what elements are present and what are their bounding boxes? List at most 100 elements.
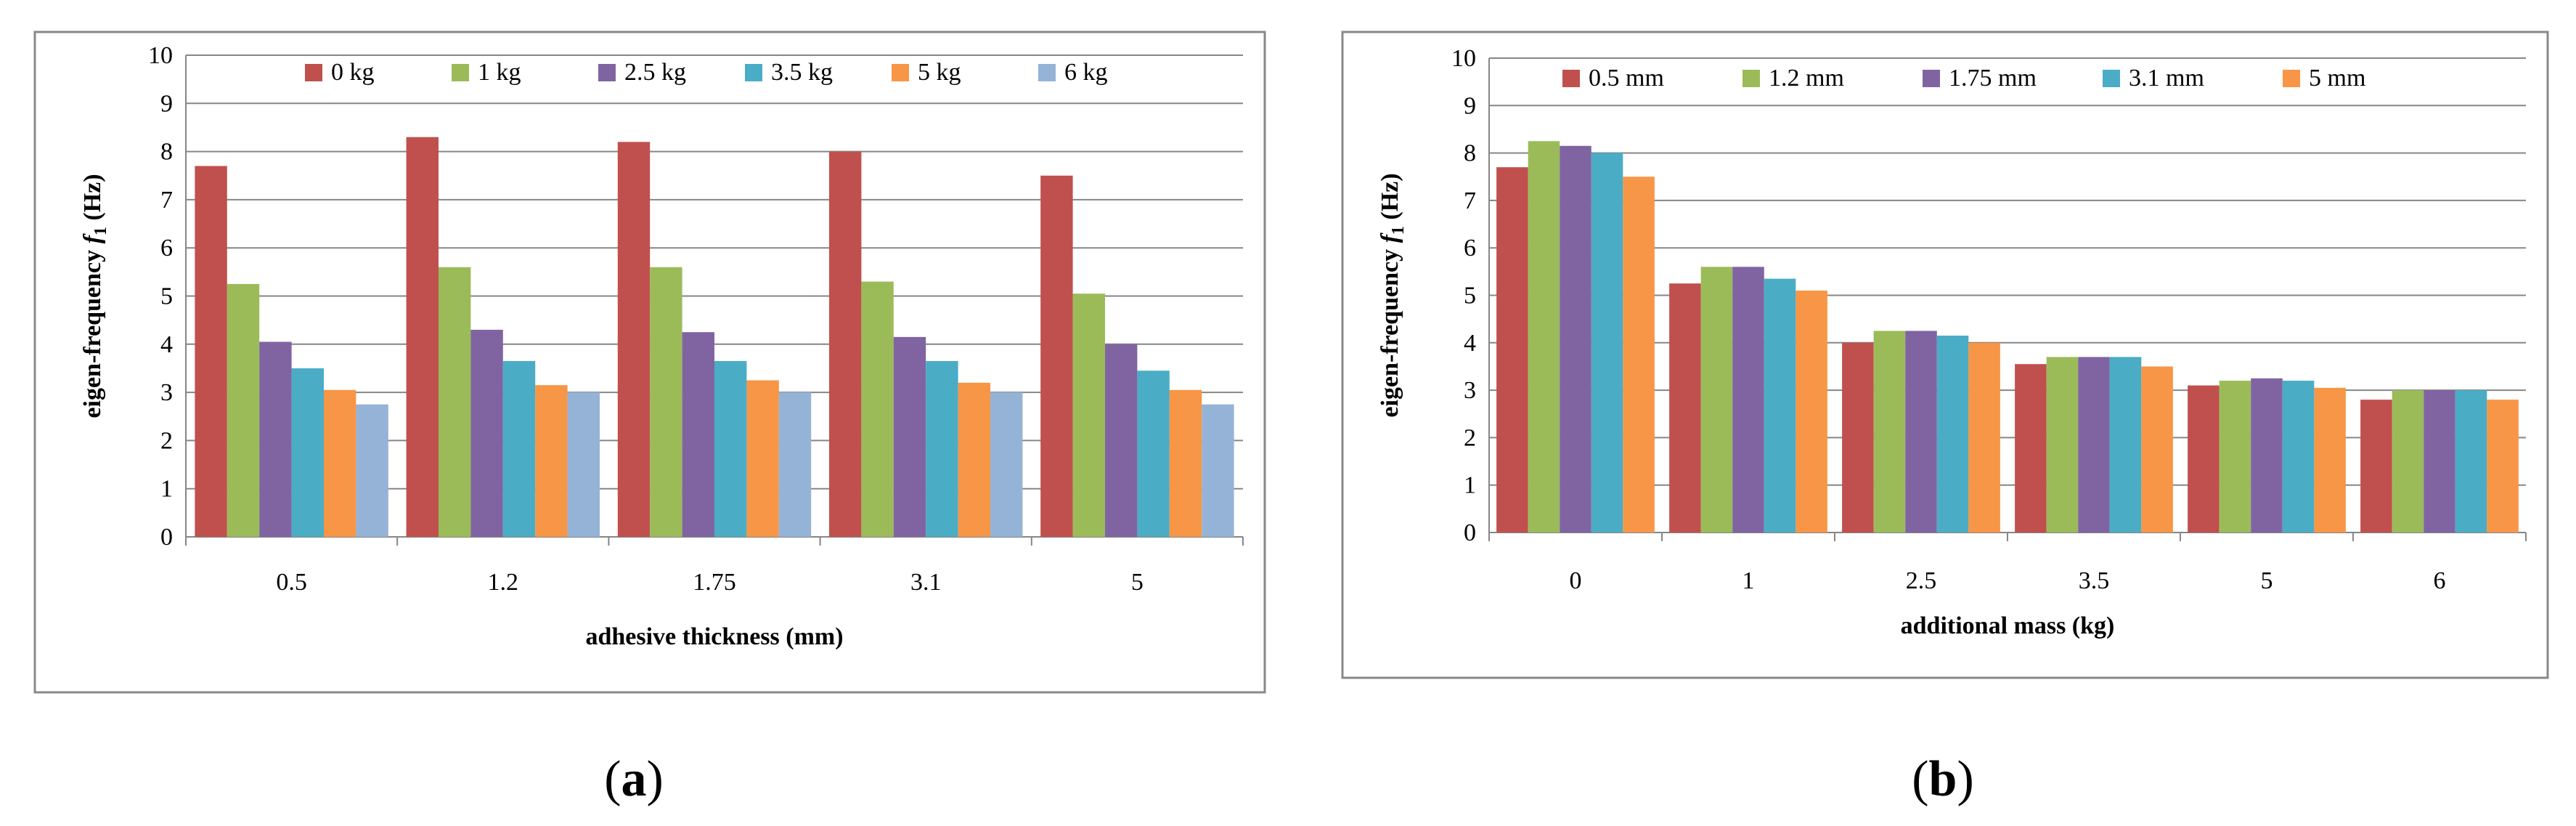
bar xyxy=(828,151,862,538)
bar xyxy=(2314,387,2346,533)
bar xyxy=(1072,293,1105,537)
y-axis-title: eigen-frequency f1 (Hz) xyxy=(1377,173,1408,417)
bar xyxy=(2392,390,2424,533)
bar xyxy=(1169,389,1202,537)
bar xyxy=(2141,366,2173,533)
bar xyxy=(778,392,812,537)
legend-label: 1.2 mm xyxy=(1769,65,1844,92)
legend-swatch xyxy=(1562,70,1580,87)
y-axis-title-sub: 1 xyxy=(91,227,110,235)
legend-label: 3.5 kg xyxy=(771,59,833,86)
bar xyxy=(650,267,682,537)
y-tick-label: 10 xyxy=(1451,45,1476,72)
bar xyxy=(195,166,227,538)
y-axis-title: eigen-frequency f1 (Hz) xyxy=(79,174,110,418)
bar xyxy=(1591,153,1623,533)
legend-swatch xyxy=(452,64,469,81)
bar xyxy=(2109,357,2142,533)
y-tick-label: 3 xyxy=(1464,377,1476,404)
bar xyxy=(406,137,439,537)
legend-label: 3.1 mm xyxy=(2129,65,2204,92)
y-tick-label: 4 xyxy=(1464,330,1476,357)
bar xyxy=(1732,267,1764,533)
x-axis-title: additional mass (kg) xyxy=(1901,612,2115,639)
bar xyxy=(2455,390,2487,533)
bar xyxy=(1623,177,1655,533)
x-tick-label: 1.75 xyxy=(693,569,736,596)
bar xyxy=(2282,381,2315,533)
bar xyxy=(746,380,779,537)
bar xyxy=(2219,381,2251,533)
bar xyxy=(2078,357,2110,533)
legend-swatch xyxy=(1038,64,1056,81)
legend-label: 6 kg xyxy=(1064,59,1108,86)
y-axis-title-suffix: (Hz) xyxy=(79,174,106,227)
y-axis-title-prefix: eigen-frequency xyxy=(1377,243,1403,417)
bar xyxy=(1104,344,1138,537)
y-axis-title-suffix: (Hz) xyxy=(1377,173,1403,226)
bar xyxy=(291,368,325,537)
x-tick-label: 3.1 xyxy=(910,569,942,596)
bar xyxy=(2424,390,2455,533)
bar xyxy=(1202,404,1234,537)
bar xyxy=(324,389,356,537)
x-tick-label: 2.5 xyxy=(1906,567,1937,594)
bar xyxy=(1905,331,1937,533)
y-tick-label: 8 xyxy=(1464,140,1476,167)
legend-label: 5 kg xyxy=(918,59,961,86)
y-tick-label: 5 xyxy=(160,283,173,310)
x-tick-label: 0.5 xyxy=(276,569,307,596)
bar xyxy=(617,142,651,538)
y-tick-label: 5 xyxy=(1464,283,1476,309)
y-tick-label: 9 xyxy=(160,90,173,117)
bar xyxy=(1560,145,1591,533)
y-tick-label: 9 xyxy=(1464,92,1476,119)
caption-a-letter: a xyxy=(621,751,647,807)
bar xyxy=(1936,336,1969,533)
bar xyxy=(1669,283,1701,533)
bar xyxy=(1842,342,1874,533)
bar xyxy=(1137,371,1170,537)
x-tick-label: 6 xyxy=(2434,567,2446,594)
legend-label: 1 kg xyxy=(478,59,521,86)
legend-label: 0.5 mm xyxy=(1589,65,1664,92)
bar xyxy=(1528,141,1560,533)
bar xyxy=(2251,378,2283,533)
x-tick-label: 1 xyxy=(1743,567,1755,594)
bar xyxy=(861,281,894,537)
y-axis-title-sub: 1 xyxy=(1389,226,1408,235)
bar xyxy=(926,361,958,537)
legend-label: 5 mm xyxy=(2309,65,2365,92)
legend-swatch xyxy=(745,64,762,81)
legend-swatch xyxy=(1743,70,1760,87)
bar xyxy=(1873,331,1906,533)
legend-swatch xyxy=(2283,70,2300,87)
bar xyxy=(502,361,536,537)
caption-a: (a) xyxy=(604,751,664,807)
bar xyxy=(2046,357,2079,533)
y-tick-label: 3 xyxy=(160,379,173,406)
legend-swatch xyxy=(305,64,322,81)
x-tick-label: 3.5 xyxy=(2079,567,2110,594)
legend-label: 0 kg xyxy=(331,59,375,86)
y-tick-label: 8 xyxy=(160,139,173,166)
y-tick-label: 2 xyxy=(1464,424,1476,451)
bar xyxy=(990,392,1023,537)
y-axis-title-var: f xyxy=(1377,232,1403,243)
y-tick-label: 1 xyxy=(1464,472,1476,499)
y-tick-label: 6 xyxy=(1464,235,1476,262)
panel-b: 0 1 2 3 4 5 6 7 8 9 10 0 1 2.5 3.5 5 6 0.5 mm 1.2 mm 1.75 m… xyxy=(1377,45,2527,639)
caption-b-letter: b xyxy=(1929,751,1957,807)
bar xyxy=(714,361,747,537)
bar xyxy=(1764,278,1796,533)
bar xyxy=(2188,385,2220,533)
bar xyxy=(893,336,926,537)
caption-b: (b) xyxy=(1912,751,1974,807)
x-axis-title: adhesive thickness (mm) xyxy=(585,623,843,650)
x-tick-label: 5 xyxy=(2261,567,2273,594)
legend-label: 2.5 kg xyxy=(624,59,686,86)
x-tick-label: 1.2 xyxy=(488,569,519,596)
bar xyxy=(2015,364,2047,533)
x-tick-label: 5 xyxy=(1131,569,1144,596)
